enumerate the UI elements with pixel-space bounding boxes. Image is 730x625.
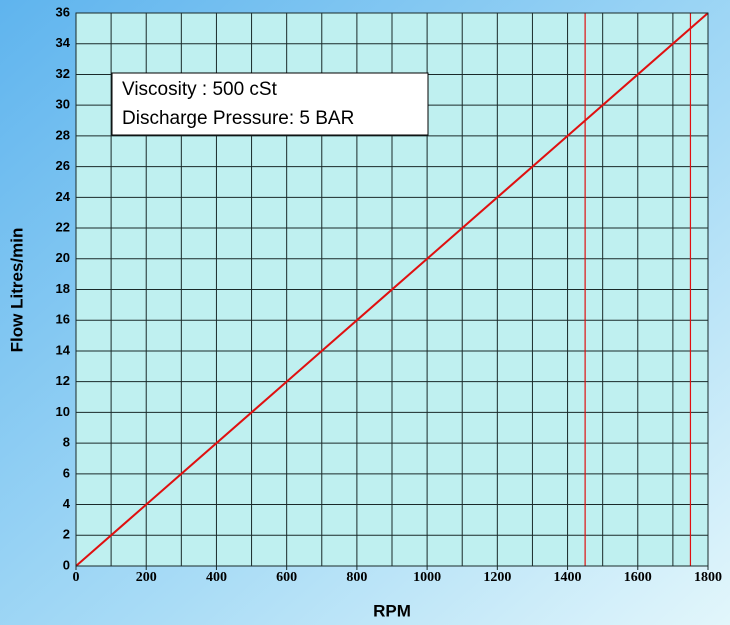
y-tick-label: 6 xyxy=(63,465,70,480)
x-tick-label: 400 xyxy=(206,570,227,585)
y-tick-label: 10 xyxy=(56,404,70,419)
x-tick-label: 1400 xyxy=(554,570,582,585)
data-line xyxy=(75,12,709,567)
y-tick-label: 34 xyxy=(56,35,71,50)
y-tick-label: 22 xyxy=(56,219,70,234)
annotation-box xyxy=(111,72,429,136)
x-tick-label: 1000 xyxy=(413,570,441,585)
y-tick-label: 2 xyxy=(63,527,70,542)
y-tick-label: 12 xyxy=(56,373,70,388)
y-tick-label: 20 xyxy=(56,250,70,265)
y-tick-label: 8 xyxy=(63,435,70,450)
y-tick-label: 0 xyxy=(63,557,70,572)
x-tick-label: 1800 xyxy=(694,570,722,585)
x-tick-label: 600 xyxy=(276,570,297,585)
annotation: Discharge Pressure: 5 BAR xyxy=(122,108,354,129)
y-tick-label: 36 xyxy=(56,4,70,19)
plot-border xyxy=(75,12,709,567)
y-tick-label: 18 xyxy=(56,281,70,296)
y-tick-label: 4 xyxy=(63,496,71,511)
x-tick-label: 0 xyxy=(73,570,80,585)
y-tick-label: 24 xyxy=(56,189,71,204)
x-tick-label: 200 xyxy=(136,570,157,585)
y-tick-label: 14 xyxy=(56,342,71,357)
y-tick-label: 26 xyxy=(56,158,70,173)
x-tick-label: 800 xyxy=(346,570,367,585)
x-tick-label: 1200 xyxy=(483,570,511,585)
annotation: Viscosity : 500 cSt xyxy=(122,79,278,100)
y-tick-label: 28 xyxy=(56,127,70,142)
y-tick-label: 30 xyxy=(56,97,70,112)
y-tick-label: 32 xyxy=(56,66,70,81)
y-axis-label: Flow Litres/min xyxy=(7,228,26,353)
y-tick-label: 16 xyxy=(56,312,70,327)
x-tick-label: 1600 xyxy=(624,570,652,585)
x-axis-label: RPM xyxy=(373,601,411,620)
